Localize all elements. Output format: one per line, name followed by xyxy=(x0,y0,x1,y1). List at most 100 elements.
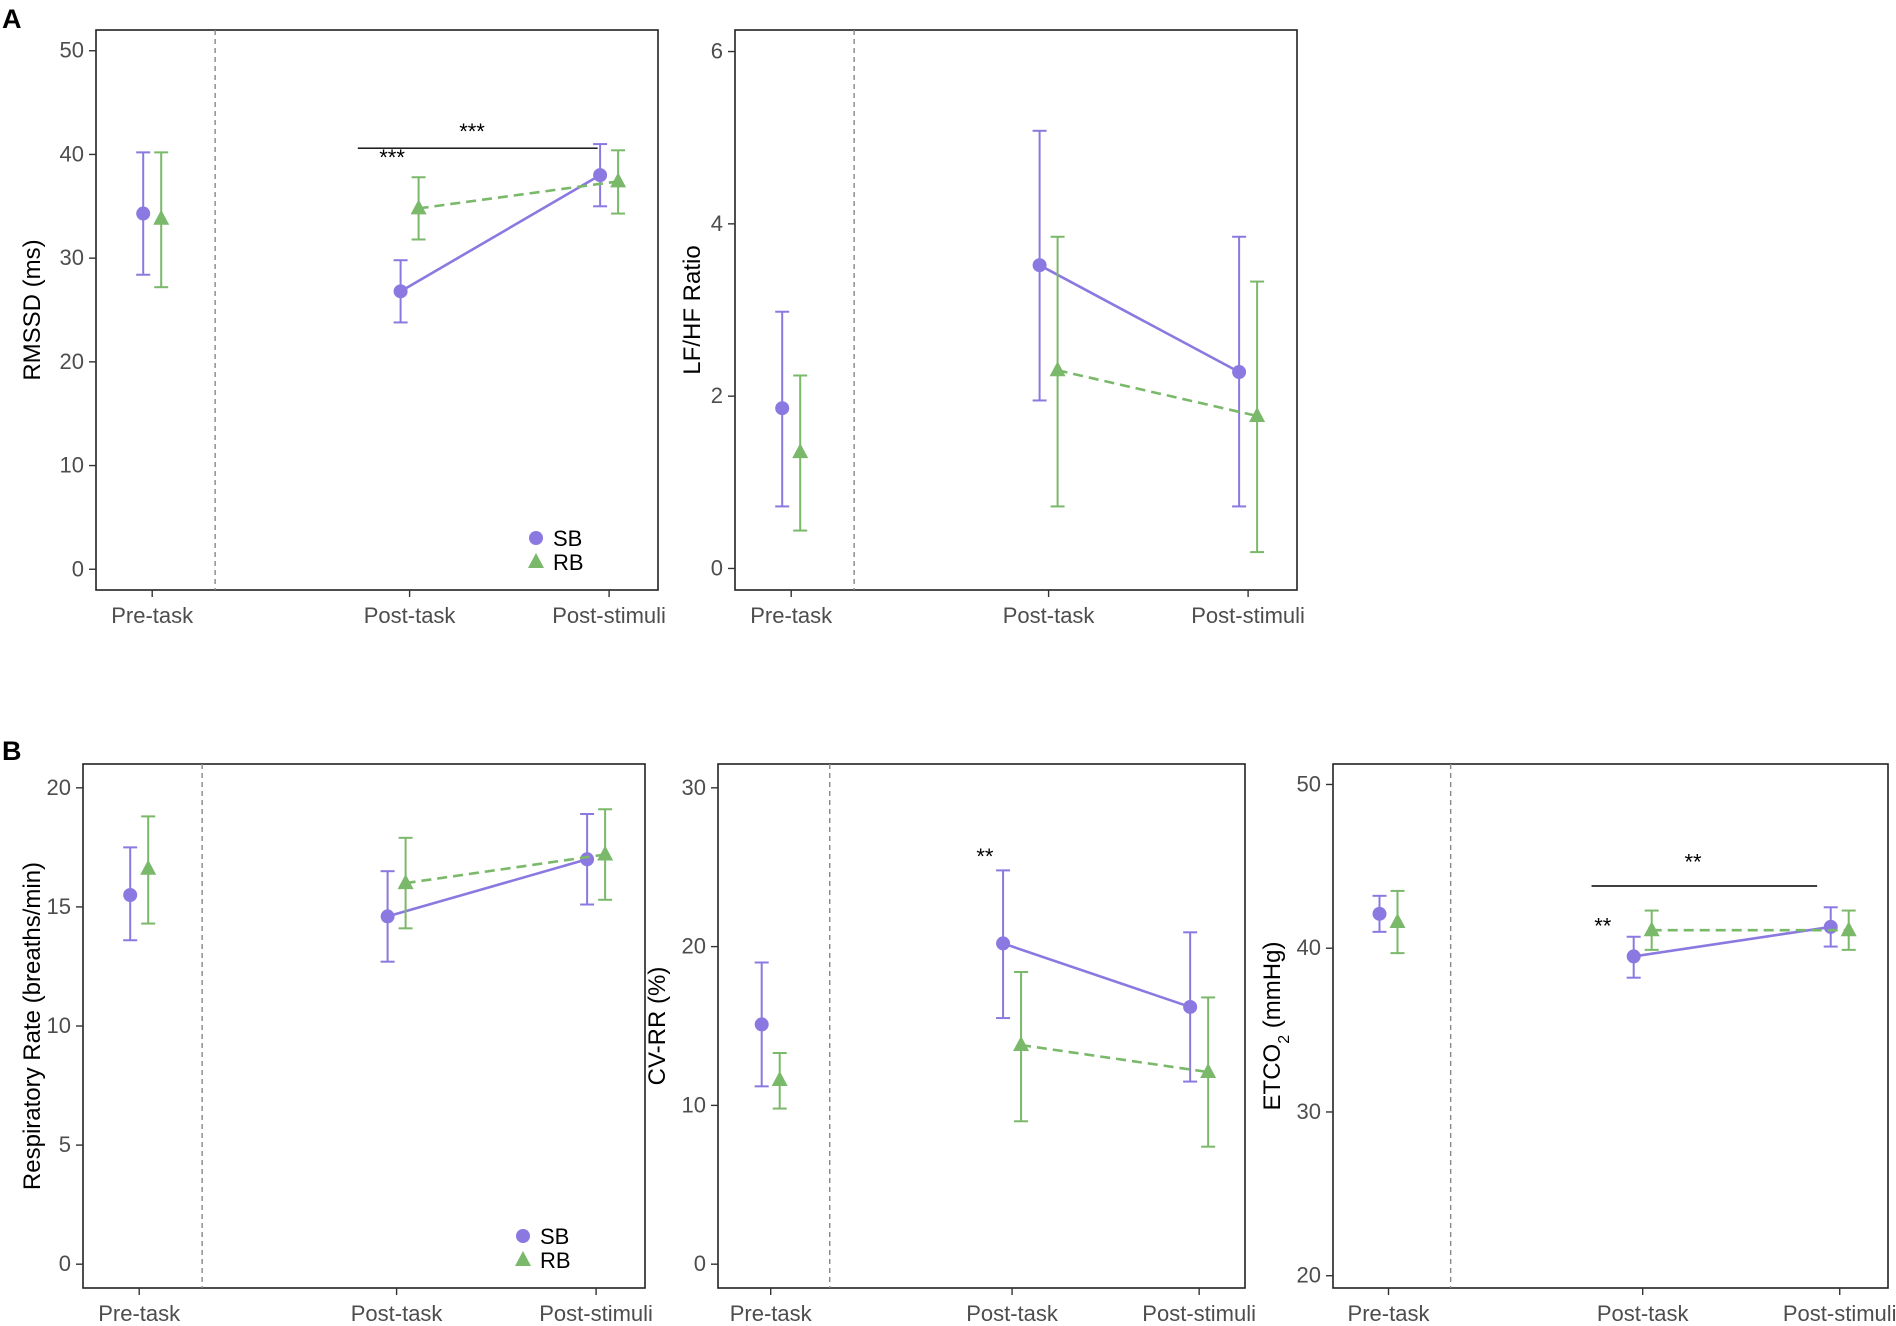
legend-marker-rb xyxy=(515,1251,531,1266)
point-sb xyxy=(393,284,408,299)
point-sb xyxy=(380,909,395,924)
point-rb xyxy=(1200,1063,1217,1079)
point-sb xyxy=(136,206,151,221)
significance-label: ** xyxy=(1594,913,1612,938)
chart-cvrr: 0 10 20 30 Pre-task Post-task Post-stimuli CV-R… xyxy=(644,763,1256,1326)
point-rb xyxy=(597,845,614,861)
legend-marker-sb xyxy=(516,1229,530,1243)
plot-frame xyxy=(82,763,646,1289)
point-rb xyxy=(1389,913,1406,929)
series-line-rb xyxy=(1020,1043,1209,1074)
y-tick-label: 0 xyxy=(711,555,723,580)
significance-label: *** xyxy=(459,119,485,144)
significance-label: ** xyxy=(1685,850,1703,875)
point-rb xyxy=(140,859,157,875)
y-tick-label: 10 xyxy=(60,453,84,478)
legend-label-rb: RB xyxy=(553,550,584,575)
y-axis-label: ETCO2 (mmHg) xyxy=(1259,942,1293,1111)
plot-frame xyxy=(1332,763,1889,1289)
legend-label-sb: SB xyxy=(540,1224,569,1249)
legend-label-rb: RB xyxy=(540,1248,571,1273)
x-tick-label: Post-stimuli xyxy=(539,1301,653,1326)
point-rb xyxy=(1643,921,1660,937)
y-tick-label: 0 xyxy=(72,556,84,581)
chart-etco2: 20 30 40 50 Pre-task Post-task Post-stimuli ETC… xyxy=(1259,763,1896,1326)
x-tick-label: Post-stimuli xyxy=(552,603,666,628)
y-tick-label: 15 xyxy=(47,894,71,919)
series-line-sb xyxy=(399,174,601,293)
y-tick-label: 40 xyxy=(60,141,84,166)
chart-resp: 0 5 10 15 20 Pre-task Post-task Post-stimuli Res… xyxy=(19,763,653,1326)
y-axis-label: RMSSD (ms) xyxy=(19,239,46,380)
series-line-sb xyxy=(387,858,588,918)
point-rb xyxy=(1013,1036,1030,1052)
point-sb xyxy=(1183,999,1198,1014)
legend-label-sb: SB xyxy=(553,526,582,551)
chart-lfhf: 0 2 4 6 Pre-task Post-task Post-stimuli LF/HF R… xyxy=(679,29,1305,628)
series-line-rb xyxy=(418,180,619,210)
y-tick-label: 20 xyxy=(1297,1263,1321,1288)
y-tick-label: 30 xyxy=(682,775,706,800)
x-tick-label: Post-stimuli xyxy=(1783,1301,1896,1326)
x-tick-label: Pre-task xyxy=(111,603,194,628)
x-tick-label: Post-task xyxy=(1597,1301,1690,1326)
point-rb xyxy=(1049,361,1066,377)
y-axis-label: LF/HF Ratio xyxy=(679,245,706,374)
point-sb xyxy=(1232,365,1247,380)
point-sb xyxy=(1372,906,1387,921)
y-tick-label: 0 xyxy=(59,1251,71,1276)
y-tick-label: 50 xyxy=(1297,771,1321,796)
panel-label-b: B xyxy=(2,736,22,766)
y-tick-label: 4 xyxy=(711,211,723,236)
y-axis-label: Respiratory Rate (breaths/min) xyxy=(19,862,46,1190)
x-tick-label: Pre-task xyxy=(750,603,833,628)
point-rb xyxy=(397,874,414,890)
chart-rmssd: 0 10 20 30 40 50 Pre-task Post-task Post-stimuli… xyxy=(19,29,666,628)
legend-marker-sb xyxy=(529,531,543,545)
y-axis-label: CV-RR (%) xyxy=(644,967,671,1086)
series-line-sb xyxy=(1002,942,1191,1009)
plot-frame xyxy=(95,29,659,591)
y-tick-label: 10 xyxy=(682,1092,706,1117)
point-rb xyxy=(1249,406,1266,422)
point-sb xyxy=(593,168,608,183)
point-rb xyxy=(410,199,427,215)
point-sb xyxy=(1032,258,1047,273)
y-tick-label: 0 xyxy=(694,1251,706,1276)
y-tick-label: 20 xyxy=(60,349,84,374)
significance-label: *** xyxy=(379,145,405,170)
x-tick-label: Post-task xyxy=(364,603,457,628)
x-tick-label: Pre-task xyxy=(1348,1301,1431,1326)
y-tick-label: 30 xyxy=(60,245,84,270)
x-tick-label: Post-task xyxy=(1003,603,1096,628)
series-line-rb xyxy=(405,853,606,885)
x-tick-label: Post-task xyxy=(351,1301,444,1326)
point-rb xyxy=(153,209,170,225)
x-tick-label: Post-stimuli xyxy=(1191,603,1305,628)
point-rb xyxy=(610,172,627,188)
series-line-rb xyxy=(1057,369,1258,418)
legend-marker-rb xyxy=(528,553,544,568)
point-sb xyxy=(1823,919,1838,934)
series-line-sb xyxy=(1633,925,1831,958)
point-sb xyxy=(580,852,595,867)
point-rb xyxy=(771,1070,788,1086)
point-sb xyxy=(754,1017,769,1032)
y-tick-label: 6 xyxy=(711,39,723,64)
plot-frame xyxy=(717,763,1246,1289)
y-tick-label: 50 xyxy=(60,38,84,63)
y-tick-label: 40 xyxy=(1297,935,1321,960)
point-rb xyxy=(1840,921,1857,937)
series-line-sb xyxy=(1038,264,1240,374)
panel-label-a: A xyxy=(2,4,22,34)
point-sb xyxy=(123,888,138,902)
point-sb xyxy=(1626,949,1641,964)
y-tick-label: 5 xyxy=(59,1132,71,1157)
y-tick-label: 10 xyxy=(47,1013,71,1038)
x-tick-label: Post-stimuli xyxy=(1142,1301,1256,1326)
x-tick-label: Pre-task xyxy=(98,1301,181,1326)
point-sb xyxy=(996,936,1011,951)
x-tick-label: Pre-task xyxy=(730,1301,813,1326)
y-tick-label: 20 xyxy=(47,775,71,800)
